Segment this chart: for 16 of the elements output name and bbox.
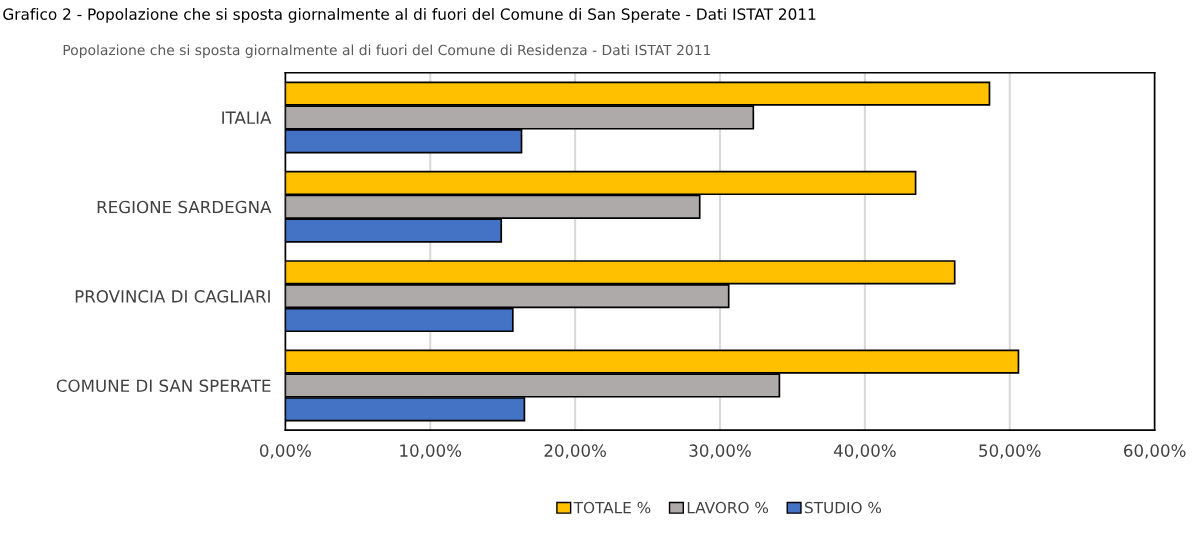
- chart-title: Popolazione che si sposta giornalmente al di fuori del Comune di Residenza - Dati ISTAT 2011: [63, 44, 711, 58]
- y-tick-label: COMUNE DI SAN SPERATE: [56, 379, 271, 393]
- text: Grafico 2 - Popolazione che si sposta giornalmente al di fuori del Comune di San Sperate - Dati ISTAT 2011: [3, 8, 816, 23]
- y-tick-label: ITALIA: [222, 111, 272, 124]
- legend-label: LAVORO %: [687, 501, 769, 514]
- legend-label: TOTALE %: [573, 501, 651, 514]
- x-tick-label: 20,00%: [544, 444, 606, 459]
- x-tick-label: 60,00%: [1124, 444, 1186, 459]
- x-tick-label: 0,00%: [259, 444, 311, 459]
- x-tick-label: 10,00%: [400, 444, 462, 459]
- x-tick-label: 40,00%: [833, 444, 896, 459]
- x-tick-label: 50,00%: [979, 444, 1041, 459]
- y-tick-label: REGIONE SARDEGNA: [97, 200, 272, 214]
- x-tick-label: 30,00%: [689, 444, 751, 459]
- legend-label: STUDIO %: [805, 501, 882, 514]
- y-tick-label: PROVINCIA DI CAGLIARI: [75, 290, 270, 303]
